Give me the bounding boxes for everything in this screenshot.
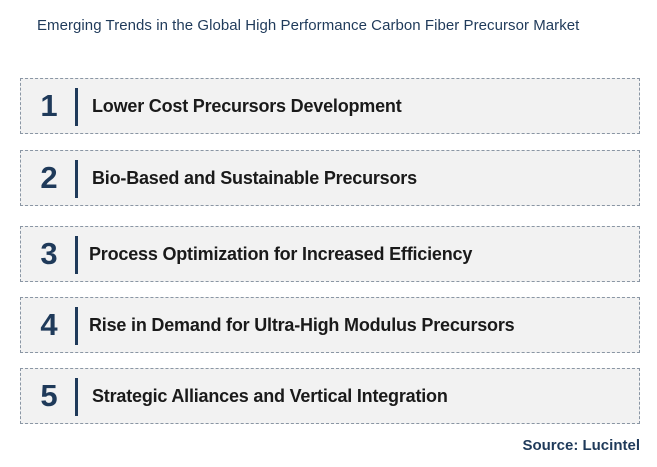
trend-label-2: Bio-Based and Sustainable Precursors: [92, 167, 417, 188]
trend-number-4: 4: [40, 307, 58, 342]
trend-number-1: 1: [40, 88, 58, 123]
trend-divider-5: [75, 378, 78, 416]
trend-number-3: 3: [40, 236, 58, 271]
trend-label-5: Strategic Alliances and Vertical Integra…: [92, 385, 448, 406]
trend-divider-4: [75, 307, 78, 345]
trend-item-4: 4 Rise in Demand for Ultra-High Modulus …: [20, 297, 640, 353]
trend-number-5: 5: [40, 378, 58, 413]
trend-divider-1: [75, 88, 78, 126]
source-credit: Source: Lucintel: [522, 437, 640, 454]
trend-label-3: Process Optimization for Increased Effic…: [89, 243, 473, 264]
trend-divider-3: [75, 236, 78, 274]
trend-label-4: Rise in Demand for Ultra-High Modulus Pr…: [89, 314, 515, 335]
trend-divider-2: [75, 160, 78, 198]
trend-label-1: Lower Cost Precursors Development: [92, 95, 402, 116]
trend-item-5: 5 Strategic Alliances and Vertical Integ…: [20, 368, 640, 424]
trend-item-2: 2 Bio-Based and Sustainable Precursors: [20, 150, 640, 206]
diagram-title: Emerging Trends in the Global High Perfo…: [37, 17, 580, 34]
trend-item-3: 3 Process Optimization for Increased Eff…: [20, 226, 640, 282]
trend-number-2: 2: [40, 160, 58, 195]
trend-item-1: 1 Lower Cost Precursors Development: [20, 78, 640, 134]
